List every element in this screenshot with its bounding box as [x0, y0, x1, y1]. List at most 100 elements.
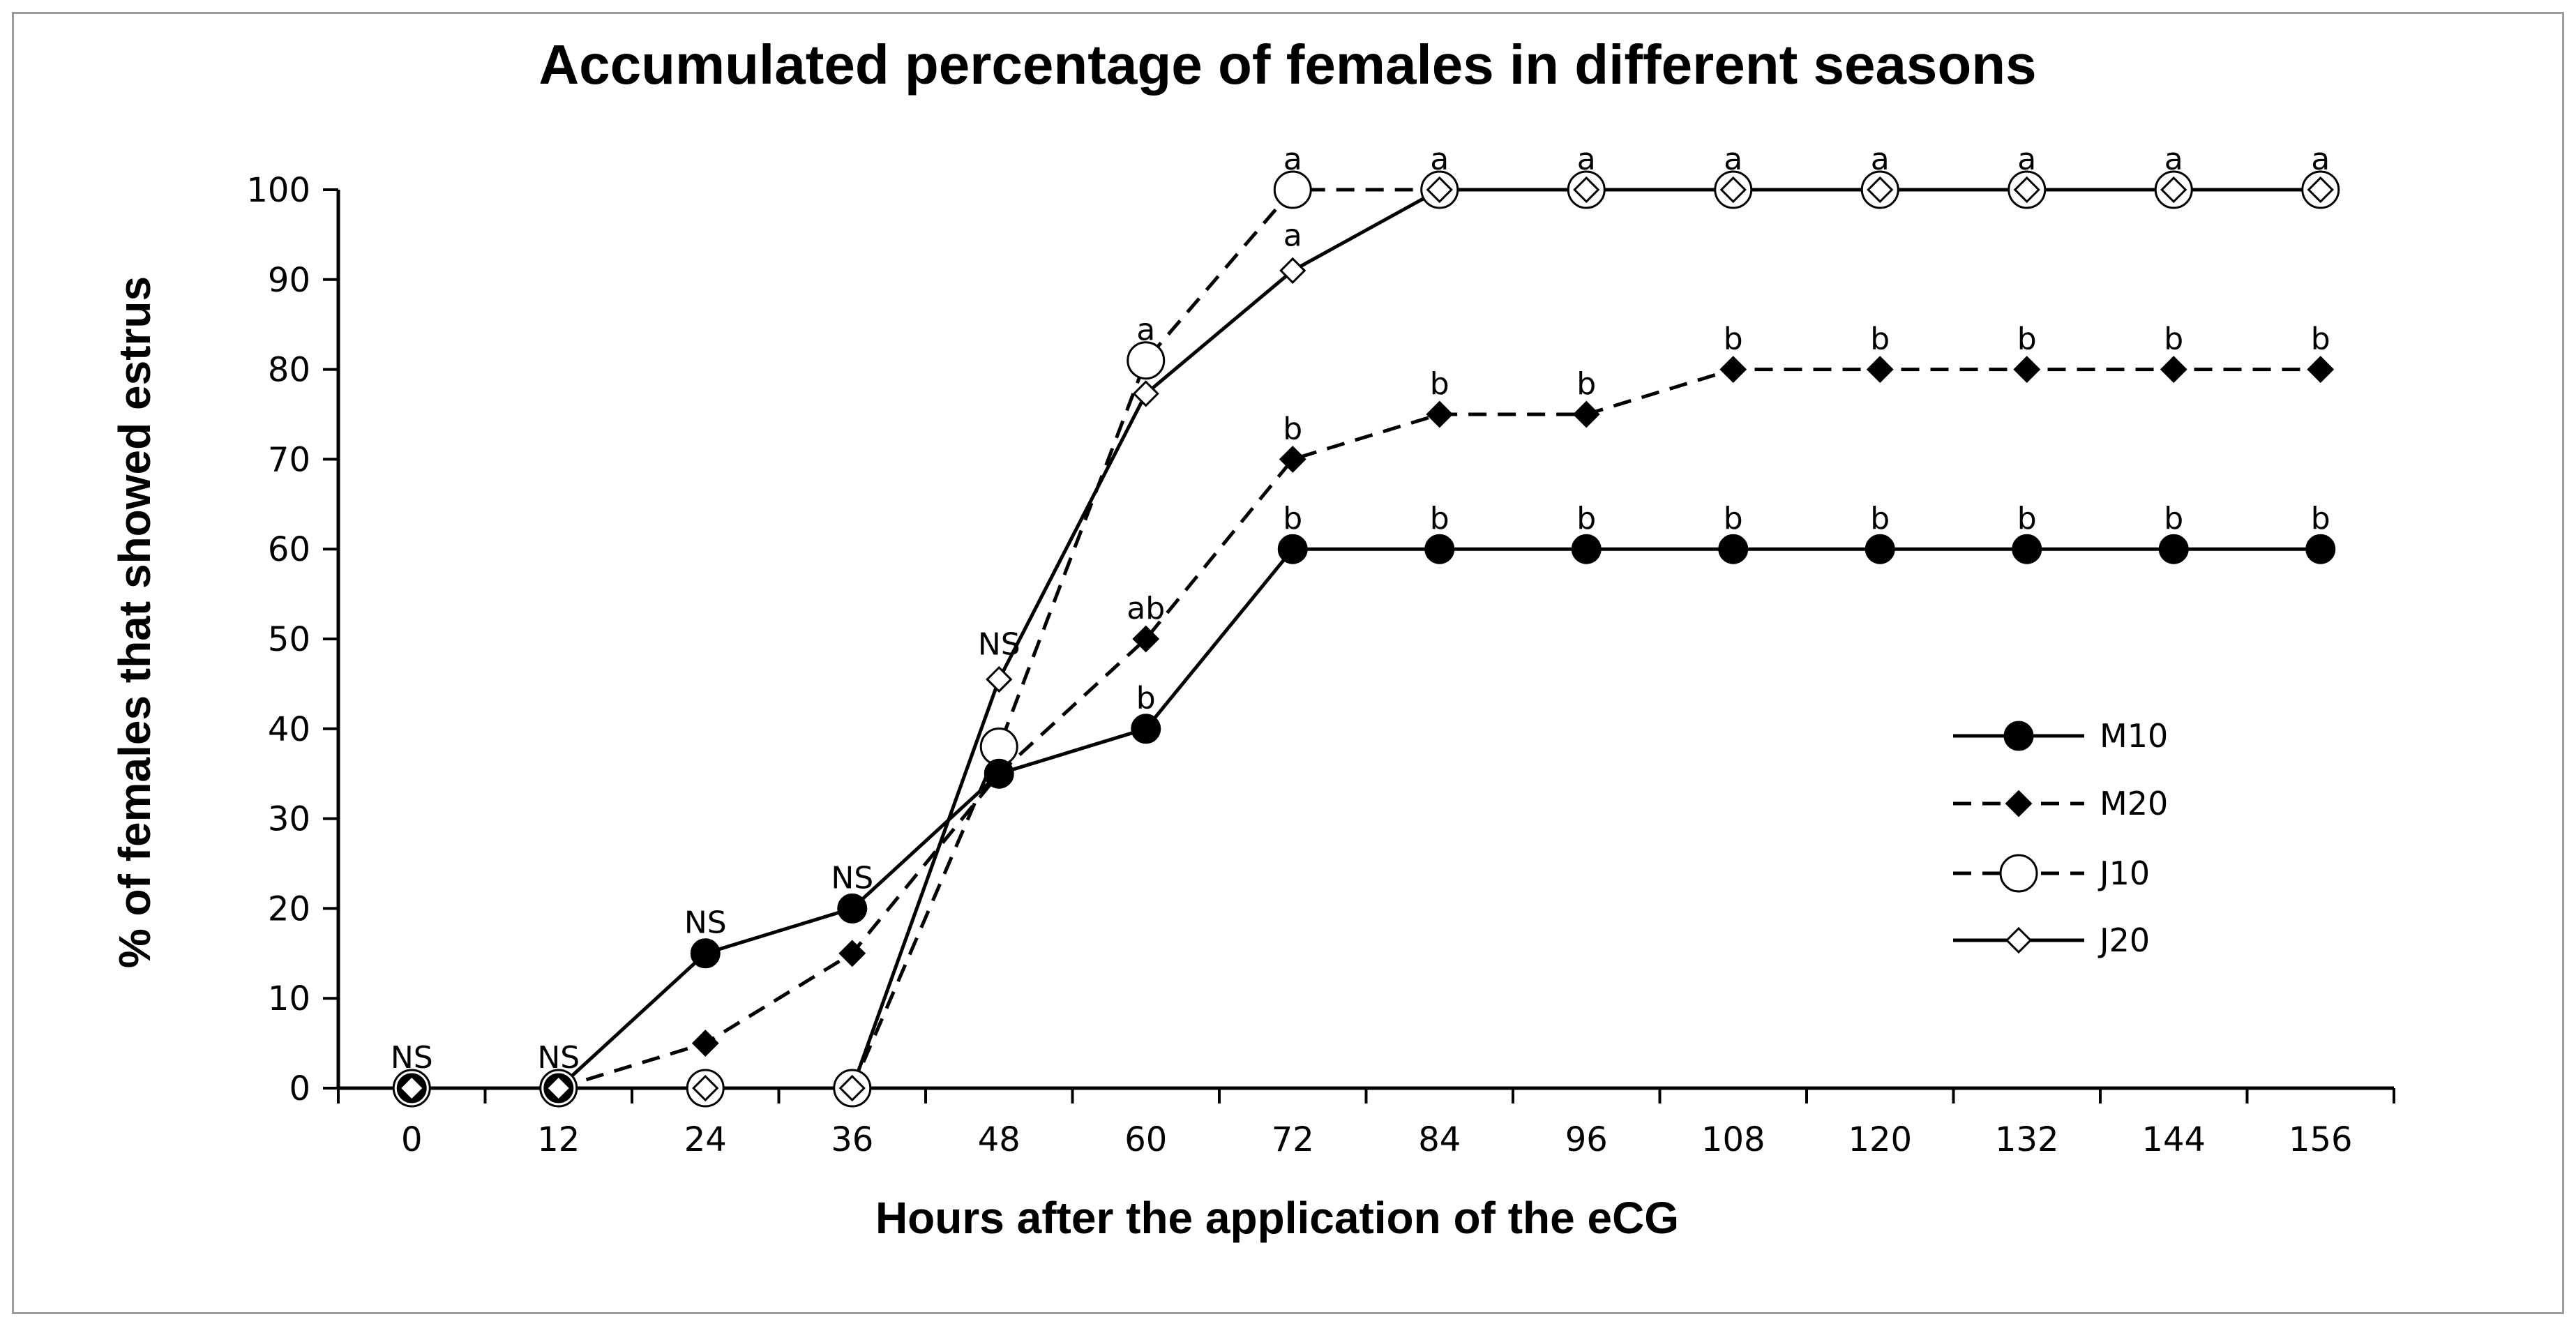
significance-label: b	[1283, 501, 1302, 536]
significance-label: b	[2017, 501, 2037, 536]
x-tick-label: 36	[831, 1120, 873, 1159]
significance-label: b	[1724, 322, 1743, 357]
significance-label: a	[1871, 142, 1890, 177]
significance-label: NS	[831, 860, 873, 896]
data-point-j20	[986, 665, 1013, 693]
significance-label: b	[2017, 322, 2037, 357]
series-line-m20	[412, 368, 2321, 1090]
significance-label: b	[1283, 411, 1302, 446]
line-chart: Accumulated percentage of females in dif…	[110, 33, 2395, 1243]
legend-marker-j20	[2005, 926, 2033, 954]
y-tick-label: 20	[268, 889, 310, 928]
data-point-m10	[1277, 534, 1308, 564]
legend-marker-m10	[2003, 721, 2034, 751]
data-point-m20	[1572, 400, 1600, 428]
series-line-j10	[412, 188, 2321, 1090]
significance-label: b	[1136, 681, 1156, 716]
y-tick-label: 70	[268, 440, 310, 479]
data-point-m20	[1279, 445, 1306, 473]
significance-label: b	[1430, 366, 1449, 402]
y-tick-label: 10	[268, 979, 310, 1018]
data-point-j20	[545, 1074, 572, 1102]
significance-label: a	[1136, 312, 1155, 348]
series-line-m10	[412, 547, 2321, 1090]
data-point-j20	[1132, 380, 1159, 407]
data-point-j20	[692, 1074, 719, 1102]
legend-marker-m20	[2005, 790, 2033, 818]
data-point-m10	[1865, 534, 1895, 564]
chart-frame: Accumulated percentage of females in dif…	[12, 12, 2564, 1314]
y-tick-label: 90	[268, 261, 310, 300]
significance-label: b	[2311, 501, 2330, 536]
data-point-m10	[1571, 534, 1602, 564]
data-point-j20	[1867, 176, 1894, 204]
data-point-j20	[1719, 176, 1747, 204]
x-tick-label: 156	[2289, 1120, 2353, 1159]
chart-title: Accumulated percentage of females in dif…	[538, 33, 2036, 96]
data-point-m10	[837, 893, 868, 924]
x-tick-label: 48	[978, 1120, 1020, 1159]
x-tick-label: 84	[1418, 1120, 1461, 1159]
data-point-m20	[691, 1030, 719, 1057]
data-point-m20	[838, 940, 866, 967]
significance-label: b	[2164, 322, 2183, 357]
x-tick-label: 24	[684, 1120, 727, 1159]
data-point-m10	[2158, 534, 2189, 564]
significance-label: b	[1430, 501, 1449, 536]
y-axis-title: % of females that showed estrus	[110, 276, 160, 968]
data-point-m20	[1426, 400, 1454, 428]
data-point-j20	[1573, 176, 1600, 204]
significance-label: a	[2164, 142, 2183, 177]
y-tick-label: 100	[246, 171, 310, 210]
significance-label: b	[1576, 366, 1596, 402]
data-point-m10	[2305, 534, 2336, 564]
data-point-j20	[1279, 257, 1306, 285]
data-point-m10	[2012, 534, 2042, 564]
y-tick-label: 60	[268, 530, 310, 569]
x-tick-label: 72	[1272, 1120, 1314, 1159]
x-tick-label: 60	[1124, 1120, 1167, 1159]
significance-label: a	[1283, 142, 1302, 177]
significance-label: NS	[978, 626, 1020, 662]
legend-label-j10: J10	[2097, 854, 2150, 892]
significance-label: a	[2311, 142, 2330, 177]
data-point-j10	[1273, 170, 1312, 209]
x-tick-label: 132	[1995, 1120, 2059, 1159]
data-point-m10	[984, 758, 1014, 789]
data-point-j20	[1426, 176, 1453, 204]
x-tick-label: 120	[1848, 1120, 1912, 1159]
legend-marker-j10	[1999, 854, 2038, 893]
significance-label: a	[1283, 218, 1302, 253]
data-point-m20	[1719, 356, 1747, 384]
x-tick-label: 12	[537, 1120, 580, 1159]
significance-label: NS	[391, 1040, 433, 1076]
plot-area: 0 10 20 30 40 50 60 70 80 90 100 0 12 24 36 48 60 72 84 96 1…	[246, 142, 2395, 1159]
data-point-j20	[2160, 176, 2187, 204]
x-tick-label: 144	[2141, 1120, 2206, 1159]
significance-label: a	[1577, 142, 1596, 177]
x-axis-title: Hours after the application of the eCG	[875, 1193, 1679, 1243]
data-point-m10	[1718, 534, 1749, 564]
data-point-m10	[1424, 534, 1455, 564]
data-point-j10	[1127, 341, 1166, 380]
data-point-j20	[398, 1074, 425, 1102]
data-point-j20	[838, 1074, 866, 1102]
x-tick-label: 96	[1565, 1120, 1608, 1159]
data-point-m20	[1132, 625, 1160, 653]
legend-label-m20: M20	[2100, 785, 2168, 822]
x-tick-label: 108	[1701, 1120, 1765, 1159]
y-tick-label: 30	[268, 800, 310, 839]
data-point-j20	[2307, 176, 2334, 204]
significance-label: b	[1724, 501, 1743, 536]
data-point-m20	[2307, 356, 2335, 384]
significance-label: NS	[684, 905, 727, 941]
significance-label: b	[1576, 501, 1596, 536]
significance-label: a	[1724, 142, 1742, 177]
y-tick-label: 0	[289, 1069, 310, 1108]
data-point-m10	[690, 938, 721, 969]
significance-label: b	[2164, 501, 2183, 536]
data-point-m20	[2013, 356, 2041, 384]
y-tick-label: 40	[268, 710, 310, 749]
y-tick-label: 50	[268, 620, 310, 659]
significance-label: a	[2017, 142, 2036, 177]
